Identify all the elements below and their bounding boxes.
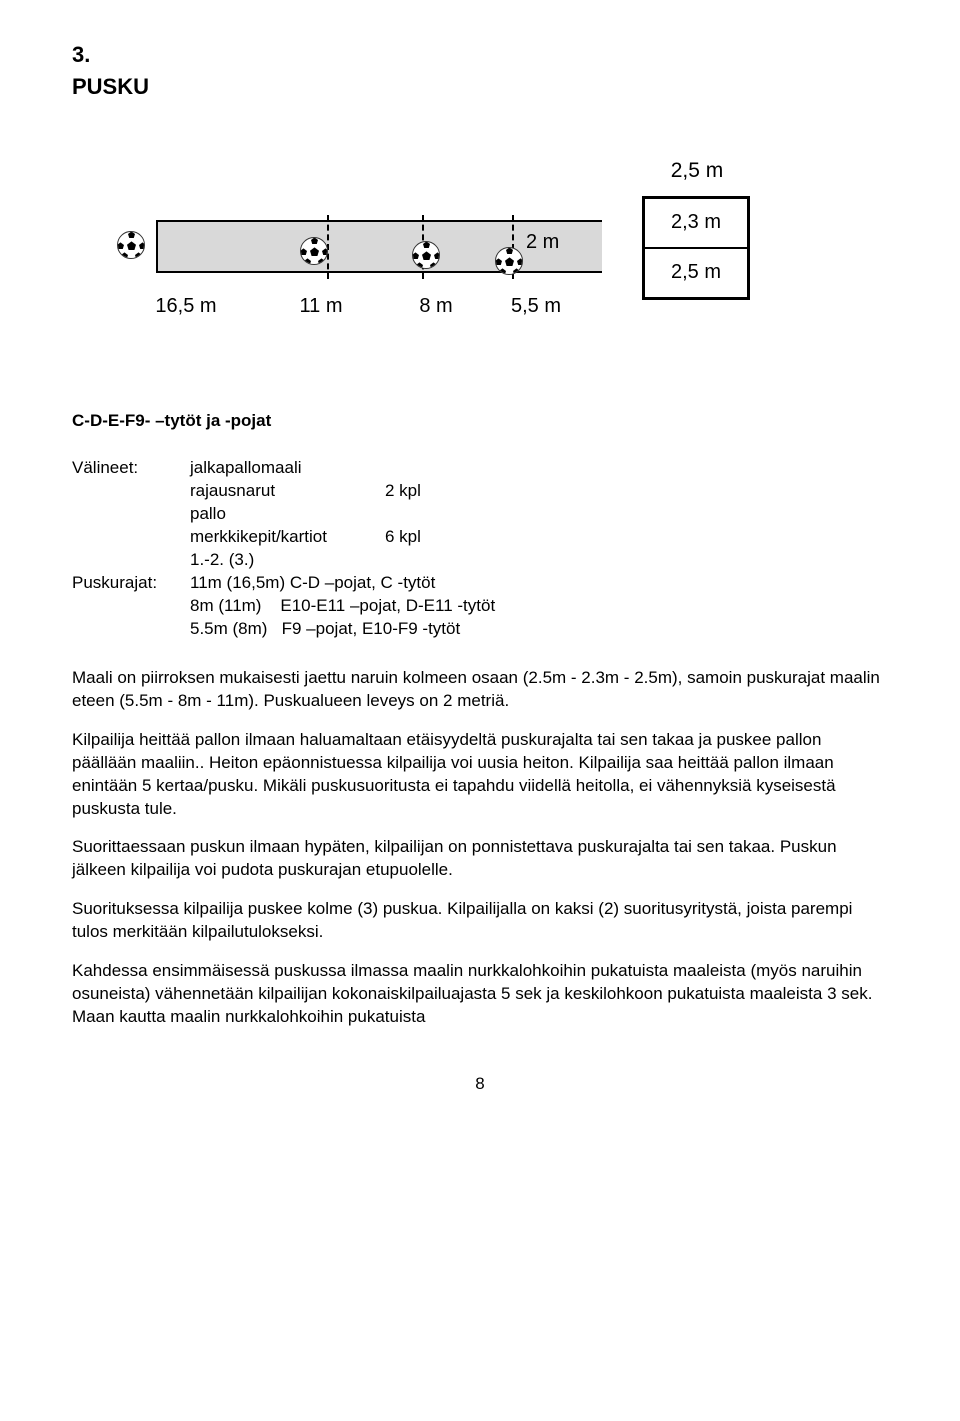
equipment-qty: 2 kpl — [385, 480, 455, 503]
equipment-row: merkkikepit/kartiot6 kpl — [190, 526, 888, 549]
section-title: PUSKU — [72, 72, 888, 102]
distance-label: 16,5 m — [116, 293, 256, 320]
body-paragraph: Kilpailija heittää pallon ilmaan haluama… — [72, 729, 888, 821]
equipment-qty — [385, 457, 455, 480]
distance-label: 8 m — [386, 293, 486, 320]
throw-line-spec: 8m (11m) E10-E11 –pojat, D-E11 -tytöt — [190, 595, 888, 618]
body-paragraph: Suorituksessa kilpailija puskee kolme (3… — [72, 898, 888, 944]
soccer-ball-icon — [117, 231, 145, 259]
equipment-row: rajausnarut2 kpl — [190, 480, 888, 503]
age-group-subheading: C-D-E-F9- –tytöt ja -pojat — [72, 410, 888, 433]
throw-line-spec: 5.5m (8m) F9 –pojat, E10-F9 -tytöt — [190, 618, 888, 641]
exercise-diagram: 2 m 16,5 m11 m8 m5,5 m 2,5 m 2,3 m 2,5 m — [72, 137, 888, 320]
field-diagram: 2 m 16,5 m11 m8 m5,5 m — [72, 137, 602, 320]
equipment-name: jalkapallomaali — [190, 457, 385, 480]
page-number: 8 — [72, 1073, 888, 1096]
body-paragraph: Maali on piirroksen mukaisesti jaettu na… — [72, 667, 888, 713]
specifications: Välineet: jalkapallomaalirajausnarut2 kp… — [72, 457, 888, 641]
goal-diagram: 2,5 m 2,3 m 2,5 m — [642, 137, 752, 299]
distance-label: 11 m — [256, 293, 386, 320]
equipment-name: rajausnarut — [190, 480, 385, 503]
equipment-qty — [385, 503, 455, 526]
goal-section-upper: 2,3 m — [645, 199, 747, 247]
soccer-ball-icon — [300, 237, 328, 265]
body-paragraph: Kahdessa ensimmäisessä puskussa ilmassa … — [72, 960, 888, 1029]
soccer-ball-icon — [495, 247, 523, 275]
field-width-label: 2 m — [526, 229, 559, 256]
goal-top-label: 2,5 m — [642, 157, 752, 185]
section-number: 3. — [72, 40, 888, 70]
goal-frame: 2,3 m 2,5 m — [642, 196, 750, 300]
equipment-label: Välineet: — [72, 457, 190, 549]
equipment-qty: 6 kpl — [385, 526, 455, 549]
body-paragraph: Suorittaessaan puskun ilmaan hypäten, ki… — [72, 836, 888, 882]
equipment-name: merkkikepit/kartiot — [190, 526, 385, 549]
distance-label: 5,5 m — [486, 293, 586, 320]
equipment-row: jalkapallomaali — [190, 457, 888, 480]
equipment-row: pallo — [190, 503, 888, 526]
note-line: 1.-2. (3.) — [72, 549, 888, 572]
soccer-ball-icon — [412, 241, 440, 269]
goal-section-lower: 2,5 m — [645, 249, 747, 297]
lines-label: Puskurajat: — [72, 572, 190, 641]
start-line — [156, 220, 158, 273]
equipment-name: pallo — [190, 503, 385, 526]
distance-labels: 16,5 m11 m8 m5,5 m — [72, 293, 602, 320]
throw-line-spec: 11m (16,5m) C-D –pojat, C -tytöt — [190, 572, 888, 595]
